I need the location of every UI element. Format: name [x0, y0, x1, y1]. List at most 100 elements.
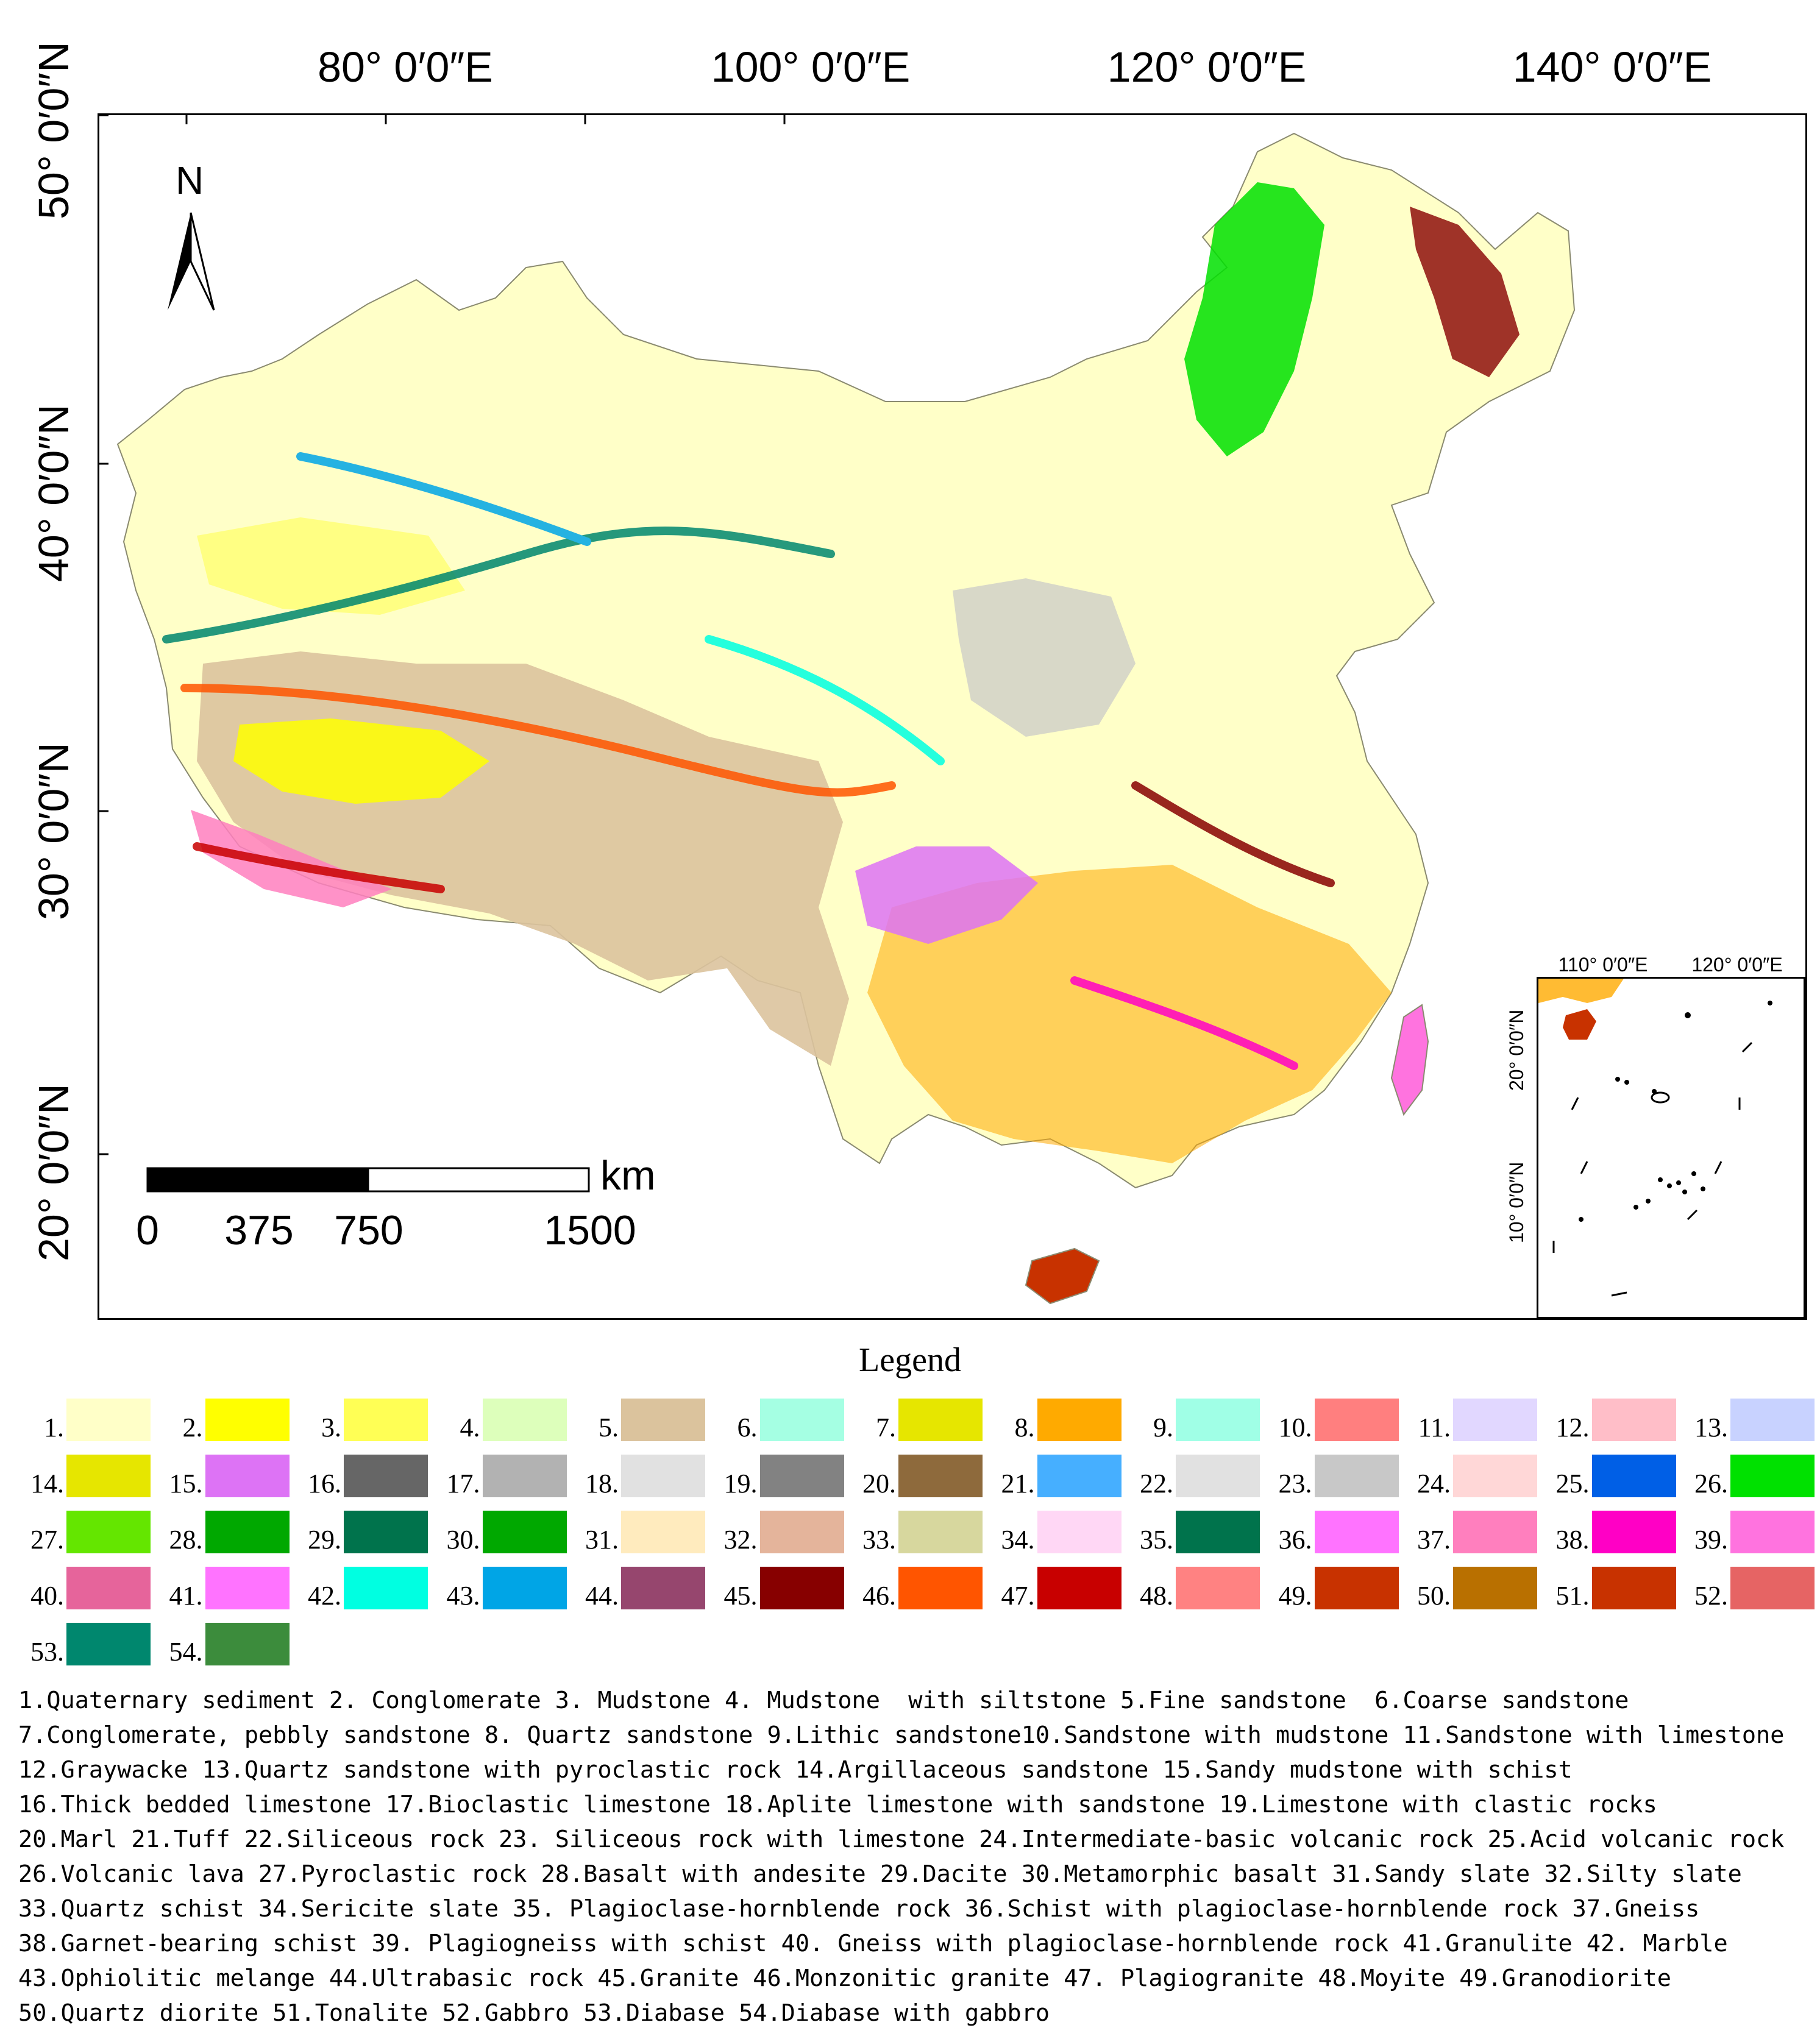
legend-item-number: 26. — [1694, 1469, 1728, 1498]
legend-item: 6. — [706, 1399, 844, 1447]
legend-color-swatch — [482, 1455, 567, 1497]
fold-belts — [162, 452, 1335, 1070]
legend-item: 38. — [1538, 1511, 1676, 1559]
legend-item-number: 12. — [1555, 1413, 1590, 1442]
legend-item: 4. — [428, 1399, 567, 1447]
legend-color-swatch — [1037, 1567, 1122, 1609]
legend-item: 52. — [1676, 1567, 1815, 1615]
legend-item: 24. — [1399, 1455, 1537, 1503]
legend-color-swatch — [1591, 1567, 1676, 1609]
legend-item-number: 32. — [723, 1525, 758, 1555]
scale-bar: km 0 375 750 1500 — [136, 1152, 756, 1254]
legend-item-number: 25. — [1555, 1469, 1590, 1498]
legend-item-number: 19. — [723, 1469, 758, 1498]
legend-item-number: 28. — [169, 1525, 203, 1555]
legend-color-swatch — [1314, 1511, 1399, 1553]
legend-item: 3. — [290, 1399, 428, 1447]
legend-item: 15. — [151, 1455, 290, 1503]
legend-color-swatch — [1176, 1511, 1260, 1553]
legend-color-swatch — [1037, 1511, 1122, 1553]
legend-item: 13. — [1676, 1399, 1815, 1447]
legend-color-swatch — [759, 1455, 844, 1497]
legend-item: 23. — [1260, 1455, 1399, 1503]
zone-northeast-darkred — [1410, 207, 1520, 377]
legend-item-number: 4. — [460, 1413, 480, 1442]
legend-item-number: 31. — [585, 1525, 619, 1555]
legend-color-swatch — [1176, 1567, 1260, 1609]
legend-item-number: 5. — [599, 1413, 619, 1442]
hainan-island — [1025, 1247, 1100, 1305]
legend-title: Legend — [859, 1341, 961, 1379]
taiwan-island — [1390, 1004, 1429, 1116]
legend-color-swatch — [1730, 1455, 1815, 1497]
legend-item-number: 46. — [862, 1581, 896, 1611]
legend-color-swatch — [898, 1511, 983, 1553]
legend-item: 41. — [151, 1567, 290, 1615]
legend-desc-line: 50.Quartz diorite 51.Tonalite 52.Gabbro … — [18, 1999, 1050, 2027]
legend-desc-line: 43.Ophiolitic melange 44.Ultrabasic rock… — [18, 1965, 1671, 1992]
legend-item: 47. — [983, 1567, 1122, 1615]
legend-item-number: 14. — [30, 1469, 64, 1498]
legend-color-swatch — [1453, 1567, 1537, 1609]
legend-item-number: 24. — [1417, 1469, 1451, 1498]
legend-item-number: 30. — [446, 1525, 480, 1555]
legend-item-number: 18. — [585, 1469, 619, 1498]
legend-item: 53. — [12, 1623, 151, 1672]
legend-item-number: 6. — [737, 1413, 758, 1442]
legend-item-number: 40. — [30, 1581, 64, 1611]
legend-item-number: 29. — [308, 1525, 341, 1555]
north-arrow — [168, 212, 215, 311]
legend-color-swatch — [1037, 1455, 1122, 1497]
scale-bar-graphic — [146, 1167, 590, 1193]
legend-color-swatch — [1176, 1455, 1260, 1497]
legend-item: 36. — [1260, 1511, 1399, 1559]
legend-item-number: 43. — [446, 1581, 480, 1611]
legend-desc-line: 12.Graywacke 13.Quartz sandstone with py… — [18, 1756, 1573, 1784]
legend-item-number: 49. — [1278, 1581, 1312, 1611]
legend-color-swatch — [759, 1511, 844, 1553]
legend-color-swatch — [344, 1399, 428, 1441]
legend-item: 46. — [844, 1567, 983, 1615]
legend-color-swatch — [898, 1567, 983, 1609]
graticule-ticks — [99, 115, 786, 1155]
zone-northeast-green — [1184, 182, 1324, 456]
legend-color-swatch — [1314, 1455, 1399, 1497]
legend-item: 42. — [290, 1567, 428, 1615]
legend-color-swatch — [621, 1511, 705, 1553]
legend-item: 35. — [1122, 1511, 1260, 1559]
legend-item: 5. — [567, 1399, 705, 1447]
legend-item-number: 3. — [321, 1413, 341, 1442]
legend-item-number: 17. — [446, 1469, 480, 1498]
legend-item-number: 34. — [1001, 1525, 1035, 1555]
legend-color-swatch — [1730, 1399, 1815, 1441]
legend-item: 12. — [1538, 1399, 1676, 1447]
legend-item-number: 15. — [169, 1469, 203, 1498]
legend-item-number: 23. — [1278, 1469, 1312, 1498]
legend-color-swatch — [66, 1399, 151, 1441]
legend-item: 50. — [1399, 1567, 1537, 1615]
legend-color-swatch — [1453, 1455, 1537, 1497]
legend-color-swatch — [759, 1567, 844, 1609]
inset-map — [1538, 979, 1772, 1297]
zone-tibet-yellow — [233, 718, 489, 804]
legend-item-number: 1. — [44, 1413, 64, 1442]
legend-item: 21. — [983, 1455, 1122, 1503]
legend-item: 14. — [12, 1455, 151, 1503]
legend-item-number: 51. — [1555, 1581, 1590, 1611]
south-china-sea-inset — [1537, 977, 1805, 1319]
legend-item: 51. — [1538, 1567, 1676, 1615]
legend-color-swatch — [66, 1455, 151, 1497]
legend-item: 26. — [1676, 1455, 1815, 1503]
legend-item: 2. — [151, 1399, 290, 1447]
legend-item-number: 20. — [862, 1469, 896, 1498]
lon-label-140: 140° 0′0″E — [1512, 43, 1712, 91]
legend-item-number: 52. — [1694, 1581, 1728, 1611]
legend-color-swatch — [621, 1455, 705, 1497]
legend-item: 48. — [1122, 1567, 1260, 1615]
legend-color-swatch — [344, 1567, 428, 1609]
legend-item: 31. — [567, 1511, 705, 1559]
inset-lon-120: 120° 0′0″E — [1691, 954, 1783, 976]
legend-descriptions: 1.Quaternary sediment 2. Conglomerate 3.… — [18, 1683, 1810, 2030]
inset-lat-20: 20° 0′0″N — [1505, 1009, 1527, 1091]
legend-item-number: 53. — [30, 1637, 64, 1667]
